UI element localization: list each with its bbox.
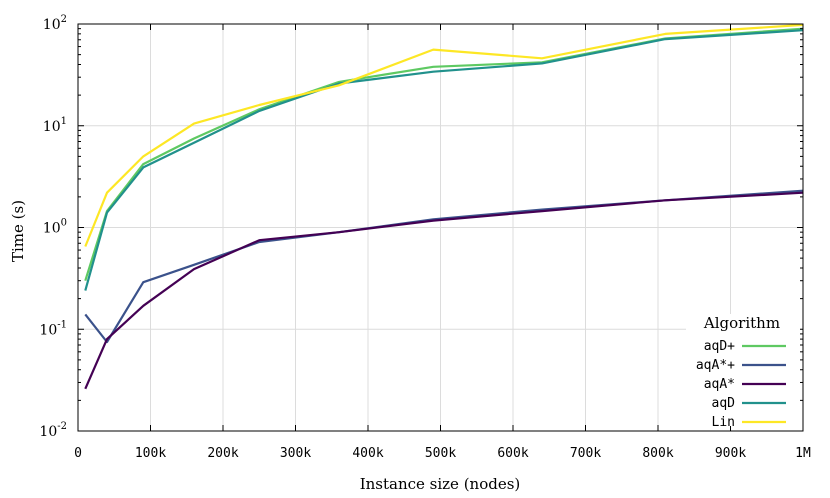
x-tick-label: 800k <box>642 446 673 461</box>
x-tick-label: 900k <box>715 446 746 461</box>
x-tick-label: 700k <box>570 446 601 461</box>
x-axis: 0 100k 200k 300k 400k 500k 600k 700k 800k 900k 1M <box>74 24 811 461</box>
legend-label: Lin <box>712 415 735 430</box>
y-tick-label: 100 <box>43 218 67 237</box>
legend-label: aqD+ <box>704 339 735 354</box>
x-tick-label: 100k <box>135 446 166 461</box>
legend-title: Algorithm <box>703 314 780 332</box>
x-tick-label: 200k <box>207 446 238 461</box>
x-axis-label: Instance size (nodes) <box>360 475 521 493</box>
legend-label: aqA* <box>704 377 735 392</box>
legend: Algorithm aqD+ aqA*+ aqA* aqD Lin <box>686 314 800 430</box>
y-tick-label: 101 <box>43 116 67 135</box>
x-tick-label: 600k <box>497 446 528 461</box>
series-line-lin <box>84 23 804 247</box>
legend-background <box>686 314 800 426</box>
y-tick-label: 10-2 <box>39 421 67 440</box>
y-tick-label: 102 <box>43 14 67 33</box>
x-tick-label: 0 <box>74 446 82 461</box>
legend-label: aqA*+ <box>696 358 735 373</box>
x-tick-label: 1M <box>795 446 811 461</box>
series-line-aqa- <box>84 191 804 390</box>
grid <box>78 24 803 431</box>
x-tick-label: 300k <box>280 446 311 461</box>
series-line-aqd- <box>84 27 804 282</box>
series-line-aqd <box>84 29 804 291</box>
x-tick-label: 500k <box>425 446 456 461</box>
series-layer <box>84 23 804 390</box>
y-tick-label: 10-1 <box>39 319 67 338</box>
legend-label: aqD <box>712 396 736 411</box>
y-axis-label: Time (s) <box>9 200 27 262</box>
x-tick-label: 400k <box>352 446 383 461</box>
